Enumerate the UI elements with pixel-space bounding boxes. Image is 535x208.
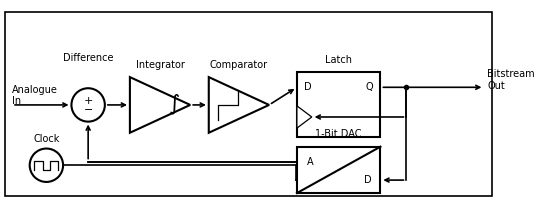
Text: −: −: [83, 105, 93, 115]
Text: D: D: [304, 82, 312, 92]
Text: Clock: Clock: [33, 134, 59, 144]
Bar: [297, 72, 380, 137]
Bar: [297, 147, 380, 193]
Circle shape: [29, 149, 63, 182]
Text: Bitstream
Out: Bitstream Out: [487, 69, 535, 91]
Circle shape: [72, 88, 105, 122]
Text: Comparator: Comparator: [210, 60, 268, 70]
Polygon shape: [130, 77, 190, 133]
Text: Integrator: Integrator: [135, 60, 185, 70]
Text: Difference: Difference: [63, 53, 113, 63]
Text: D: D: [364, 175, 371, 185]
Text: Latch: Latch: [325, 55, 352, 65]
Polygon shape: [209, 77, 269, 133]
Text: $\int$: $\int$: [169, 93, 180, 117]
Text: Q: Q: [365, 82, 373, 92]
Polygon shape: [297, 106, 312, 128]
Text: +: +: [83, 96, 93, 106]
Text: Analogue
In: Analogue In: [12, 85, 58, 106]
Text: 1-Bit DAC: 1-Bit DAC: [316, 129, 362, 139]
Text: A: A: [307, 157, 313, 167]
